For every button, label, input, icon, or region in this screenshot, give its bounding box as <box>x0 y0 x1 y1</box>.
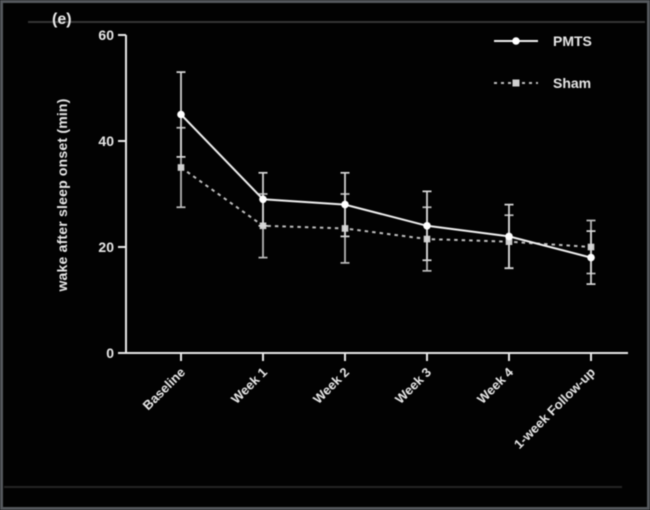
x-category-label: Week 3 <box>392 365 434 407</box>
legend-label-pmts: PMTS <box>553 33 592 49</box>
figure-bottom-edge-line <box>4 486 622 488</box>
data-point-circle <box>505 232 513 241</box>
data-point-circle <box>587 253 595 262</box>
panel-label: (e) <box>52 11 72 28</box>
legend-label-sham: Sham <box>553 75 592 91</box>
x-category-label: Baseline <box>140 365 188 413</box>
series-line <box>180 166 592 248</box>
y-tick-label: 60 <box>98 27 114 43</box>
data-point-circle <box>177 110 185 119</box>
x-category-label: 1-week Follow-up <box>511 364 598 451</box>
series-line <box>180 113 592 259</box>
y-tick-label: 40 <box>98 133 114 149</box>
y-tick-label: 20 <box>98 239 114 255</box>
legend-item-sham: Sham <box>492 75 592 91</box>
pmts-legend-marker-icon <box>494 37 538 45</box>
figure-top-edge-line <box>28 21 645 23</box>
data-point-circle <box>341 200 349 209</box>
x-category-label: Week 2 <box>310 365 352 407</box>
x-axis-ticks: Baseline Week 1 Week 2 Week 3 Week 41-week F… <box>140 353 598 452</box>
y-tick-label: 0 <box>106 345 114 361</box>
x-category-label: Week 1 <box>228 365 270 407</box>
legend-item-pmts: PMTS <box>492 33 592 49</box>
sham-legend-marker-icon <box>494 79 538 87</box>
y-axis-ticks: 0 20 40 60 <box>98 27 126 361</box>
x-category-label: Week 4 <box>474 364 517 407</box>
data-point-square <box>177 164 185 171</box>
axes <box>125 35 628 354</box>
pmts-series <box>176 71 596 285</box>
data-point-circle <box>259 195 267 204</box>
data-point-circle <box>423 222 431 230</box>
sham-series <box>176 126 596 275</box>
legend: PMTS Sham <box>492 33 592 91</box>
